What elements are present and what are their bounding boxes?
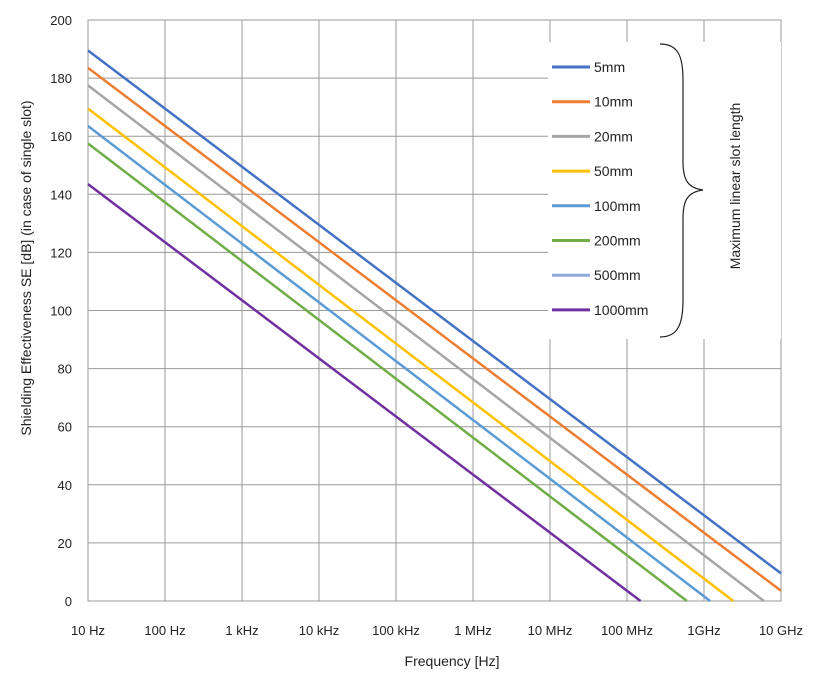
y-tick-label: 60 (58, 420, 72, 435)
x-axis-title: Frequency [Hz] (405, 653, 500, 669)
y-tick-label: 160 (50, 129, 72, 144)
legend-label-10mm: 10mm (594, 94, 633, 110)
legend-annotation: Maximum linear slot length (727, 103, 743, 270)
y-tick-label: 140 (50, 187, 72, 202)
legend-label-50mm: 50mm (594, 163, 633, 179)
legend-label-100mm: 100mm (594, 198, 641, 214)
x-tick-label: 1GHz (687, 623, 720, 638)
y-axis-title: Shielding Effectiveness SE [dB] (in case… (18, 100, 34, 435)
y-tick-label: 40 (58, 478, 72, 493)
x-tick-label: 10 kHz (299, 623, 339, 638)
legend-label-5mm: 5mm (594, 59, 625, 75)
x-tick-label: 10 MHz (528, 623, 573, 638)
legend: 5mm 10mm 20mm 50mm 100mm 200mm 500mm 1000mm Maxi… (548, 42, 781, 339)
y-tick-label: 200 (50, 13, 72, 28)
y-tick-label: 0 (65, 594, 72, 609)
legend-box (548, 42, 781, 339)
legend-label-200mm: 200mm (594, 233, 641, 249)
series-line-5mm (87, 49, 782, 575)
x-tick-label: 10 GHz (759, 623, 803, 638)
y-tick-label: 80 (58, 362, 72, 377)
y-tick-label: 120 (50, 245, 72, 260)
y-tick-label: 100 (50, 304, 72, 319)
series-line-50mm (87, 107, 735, 602)
series-line-10mm (87, 66, 782, 592)
legend-label-20mm: 20mm (594, 128, 633, 144)
series-line-20mm (87, 84, 765, 602)
series-line-100mm (87, 125, 711, 602)
y-tick-label: 20 (58, 536, 72, 551)
legend-label-1000mm: 1000mm (594, 302, 648, 318)
legend-brace (659, 43, 704, 338)
x-tick-label: 10 Hz (71, 623, 105, 638)
series-line-1000mm (87, 183, 642, 602)
y-tick-label: 180 (50, 71, 72, 86)
legend-label-500mm: 500mm (594, 267, 641, 283)
tick-labels: 0 20 40 60 80 100 120 140 160 180 200 10 Hz 100 Hz 1 … (50, 13, 803, 638)
x-tick-label: 100 MHz (601, 623, 653, 638)
x-tick-label: 100 Hz (144, 623, 185, 638)
series-line-200mm (87, 142, 688, 602)
x-tick-label: 1 kHz (225, 623, 258, 638)
x-tick-label: 1 MHz (454, 623, 492, 638)
series-lines (87, 49, 782, 602)
x-tick-label: 100 kHz (372, 623, 420, 638)
